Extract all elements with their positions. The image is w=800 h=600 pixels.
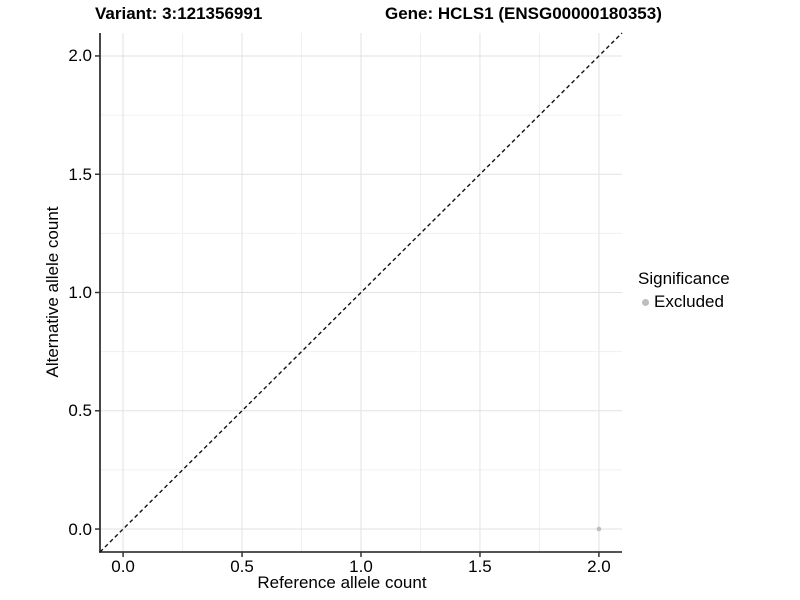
y-tick-label: 2.0 — [68, 46, 92, 66]
legend-title: Significance — [638, 269, 730, 288]
plot-title-gene: Gene: HCLS1 (ENSG00000180353) — [385, 4, 662, 23]
identity-dashed-line — [99, 32, 623, 553]
legend-point-icon — [642, 298, 649, 306]
x-tick-label: 1.5 — [468, 557, 492, 576]
y-axis-title: Alternative allele count — [43, 206, 62, 378]
y-tick-label: 1.5 — [68, 164, 92, 184]
x-tick-label: 0.0 — [111, 557, 135, 576]
x-tick-label: 1.0 — [349, 557, 373, 576]
legend-entry-label: Excluded — [654, 292, 724, 311]
y-tick-label: 1.0 — [68, 283, 92, 302]
data-point-excluded — [596, 526, 602, 532]
legend-entries: Excluded — [638, 292, 730, 312]
y-tick-label: 0.5 — [68, 401, 92, 421]
legend: Significance Excluded — [638, 269, 730, 312]
plot-title-variant: Variant: 3:121356991 — [95, 4, 263, 23]
x-tick-label: 0.5 — [230, 557, 254, 576]
x-axis-title: Reference allele count — [257, 573, 427, 592]
legend-entry: Excluded — [642, 292, 730, 312]
y-tick-label: 0.0 — [68, 519, 92, 539]
x-tick-label: 2.0 — [587, 557, 611, 576]
